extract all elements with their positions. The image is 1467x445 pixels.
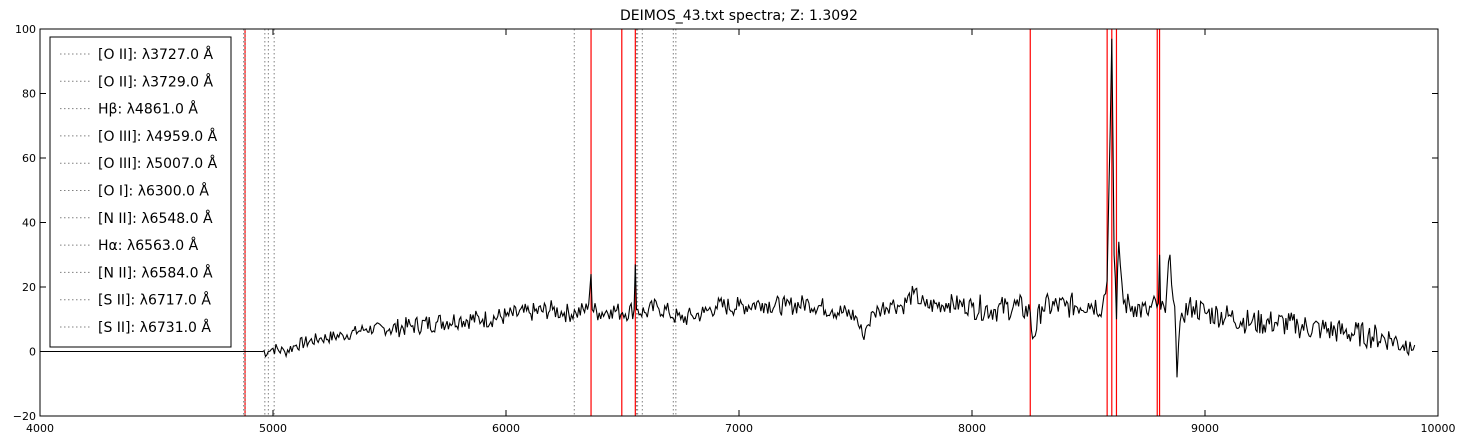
y-tick-label: 60 [22, 152, 36, 165]
x-tick-label: 6000 [492, 422, 520, 435]
spectrum-layer [40, 38, 1416, 378]
y-tick-label: 0 [29, 346, 36, 359]
x-tick-label: 7000 [725, 422, 753, 435]
legend-entry-label: [O II]: λ3727.0 Å [98, 46, 214, 63]
plot-frame [39, 28, 1439, 417]
legend-box [49, 36, 232, 348]
x-tick-label: 10000 [1421, 422, 1456, 435]
legend-entry-label: [O III]: λ5007.0 Å [98, 155, 218, 172]
legend-entry-label: [N II]: λ6584.0 Å [98, 264, 213, 281]
x-tick-label: 4000 [26, 422, 54, 435]
y-tick-label: 80 [22, 88, 36, 101]
y-tick-label: 40 [22, 217, 36, 230]
x-tick-label: 8000 [958, 422, 986, 435]
legend-entry-label: [O I]: λ6300.0 Å [98, 183, 209, 200]
spectrum-line [40, 38, 1416, 378]
x-tick-label: 5000 [259, 422, 287, 435]
legend: [O II]: λ3727.0 Å [O II]: λ3729.0 Å Hβ: λ4… [49, 36, 232, 348]
sky-lines-layer [244, 29, 1161, 416]
legend-entry-label: [O II]: λ3729.0 Å [98, 73, 214, 90]
x-tick-label: 9000 [1191, 422, 1219, 435]
legend-entry-label: [S II]: λ6731.0 Å [98, 319, 211, 336]
legend-entry-label: [S II]: λ6717.0 Å [98, 292, 211, 309]
legend-entry-label: [O III]: λ4959.0 Å [98, 128, 218, 145]
emission-lines-layer [243, 29, 677, 416]
legend-entry-label: [N II]: λ6548.0 Å [98, 210, 213, 227]
axes-layer: 4000 5000 6000 7000 8000 9000 10000 −20 0 20 40 60 8… [13, 23, 1456, 435]
chart-title: DEIMOS_43.txt spectra; Z: 1.3092 [620, 8, 858, 24]
legend-entry-label: Hβ: λ4861.0 Å [98, 101, 198, 118]
y-tick-label: −20 [13, 410, 36, 423]
legend-entry-label: Hα: λ6563.0 Å [98, 237, 199, 254]
y-tick-label: 100 [15, 23, 36, 36]
y-tick-label: 20 [22, 281, 36, 294]
